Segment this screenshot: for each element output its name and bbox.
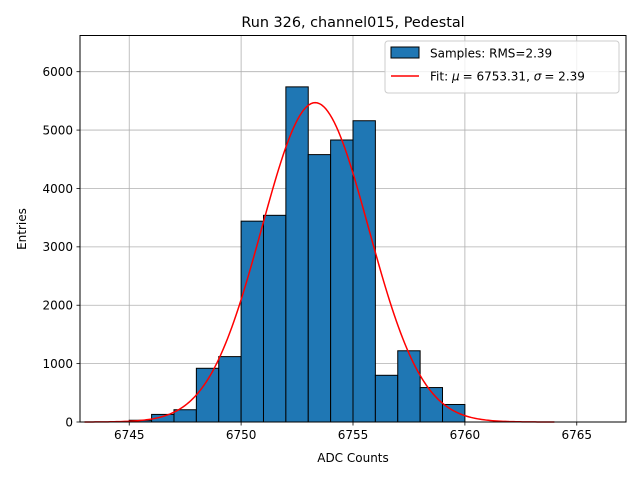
- legend-histogram-label: Samples: RMS=2.39: [430, 47, 552, 61]
- legend: Samples: RMS=2.39 Fit: μ = 6753.31, σ = 2.…: [384, 40, 620, 94]
- legend-fit-sigma-symbol: σ: [534, 70, 542, 84]
- legend-fit-prefix: Fit:: [430, 70, 452, 84]
- fit-curve: [84, 101, 555, 423]
- x-tick-label: 6755: [338, 428, 369, 442]
- y-tick-label: 3000: [42, 240, 73, 254]
- histogram-bar: [330, 139, 354, 423]
- y-tick-label: 5000: [42, 123, 73, 137]
- x-tick-label: 6750: [226, 428, 257, 442]
- legend-fit-mu-value: = 6753.31,: [463, 70, 534, 84]
- legend-fit-mu-symbol: μ: [451, 70, 460, 84]
- y-axis-ticks: 0 1000 2000 3000 4000 5000 6000: [42, 65, 80, 429]
- y-axis-label: Entries: [15, 208, 29, 250]
- histogram-bar: [195, 367, 220, 423]
- histogram-bar: [307, 154, 332, 423]
- x-tick-label: 6760: [450, 428, 481, 442]
- legend-histogram-swatch: [390, 46, 420, 59]
- chart-title: Run 326, channel015, Pedestal: [241, 15, 464, 31]
- histogram-bar: [218, 356, 242, 423]
- legend-fit-label: Fit: μ = 6753.31, σ = 2.39: [430, 70, 585, 84]
- histogram-bar: [173, 409, 197, 423]
- fit-curve-layer: [84, 101, 555, 423]
- x-axis-label: ADC Counts: [317, 451, 389, 465]
- legend-fit-sigma-value: = 2.39: [544, 70, 585, 84]
- histogram-bar: [397, 350, 421, 423]
- histogram-bar: [442, 403, 466, 423]
- y-tick-label: 2000: [42, 299, 73, 313]
- x-tick-label: 6765: [561, 428, 592, 442]
- legend-box: [384, 40, 620, 94]
- y-tick-label: 6000: [42, 65, 73, 79]
- y-tick-label: 4000: [42, 182, 73, 196]
- histogram-bars: [128, 86, 466, 423]
- histogram-bar: [374, 374, 399, 423]
- histogram-bar: [262, 214, 287, 423]
- histogram-bar: [240, 220, 264, 423]
- y-tick-label: 1000: [42, 357, 73, 371]
- x-tick-label: 6745: [114, 428, 145, 442]
- y-tick-label: 0: [65, 415, 73, 429]
- histogram-bar: [352, 120, 376, 423]
- x-axis-ticks: 6745 6750 6755 6760 6765: [114, 422, 592, 442]
